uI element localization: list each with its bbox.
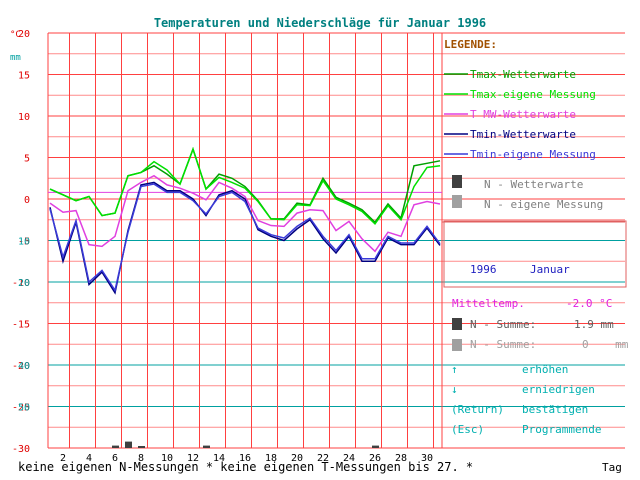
legend-label: Tmin-Wetterwarte [470,128,576,141]
precip-bar [203,445,210,448]
legend-bar-swatch [452,195,462,208]
precip-bar [372,445,379,448]
precip-tick-label: 20 [18,278,30,289]
temp-tick-label: 0 [24,195,30,206]
temp-tick-label: -10 [12,278,30,289]
mitteltemp-label: Mitteltemp. [452,297,525,310]
n-summe-wetterwarte-value: 1.9 mm [574,318,614,331]
x-tick-label: 10 [161,453,173,464]
precip-tick-label: 10 [18,237,30,248]
arrow-down-icon: ↓ [451,383,458,396]
legend-label: Tmin-eigene Messung [470,148,596,161]
n-eigene-swatch [452,339,462,351]
x-tick-label: 30 [421,453,433,464]
x-tick-label: 26 [369,453,381,464]
x-tick-label: 4 [86,453,92,464]
legend: Tmax-Wetterwarte Tmax-eigene Messung T MW-… [444,68,603,211]
x-axis-label: Tag [602,461,622,474]
legend-label: T MW-Wetterwarte [470,108,576,121]
temp-tick-label: -30 [12,444,30,455]
precip-bar [125,441,132,448]
precip-unit-label: mm [10,53,21,63]
x-tick-label: 8 [138,453,144,464]
x-tick-label: 18 [265,453,277,464]
control-key: (Return) [451,403,504,416]
period-month: Januar [530,263,570,276]
temp-tick-label: 15 [18,71,30,82]
n-wetterwarte-swatch [452,318,462,330]
x-tick-label: 2 [60,453,66,464]
precip-bar [138,446,145,448]
series-line [49,146,441,226]
period-year: 1996 [470,263,497,276]
temp-unit-label: °C [10,30,21,40]
period-box [443,220,627,288]
x-tick-label: 6 [112,453,118,464]
arrow-up-icon: ↑ [451,363,458,376]
control-key: (Esc) [451,423,484,436]
legend-label: N - Wetterwarte [484,178,583,191]
mitteltemp-value: -2.0 °C [566,297,612,310]
precip-tick-label: 40 [18,361,30,372]
series-line [49,181,441,295]
x-tick-label: 22 [317,453,329,464]
x-tick-label: 14 [213,453,225,464]
control-label: erniedrigen [522,383,595,396]
x-tick-label: 24 [343,453,355,464]
legend-label: Tmax-eigene Messung [470,88,596,101]
control-label: bestätigen [522,403,588,416]
side-panel: LEGENDE: Tmax-Wetterwarte Tmax-eigene Mes… [442,38,629,436]
control-label: erhöhen [522,363,568,376]
legend-title: LEGENDE: [444,38,497,51]
temperature-lines [49,146,441,295]
x-tick-label: 16 [239,453,251,464]
temp-tick-label: 5 [24,154,30,165]
temp-tick-label: 20 [18,29,30,40]
temp-tick-label: -25 [12,403,30,414]
legend-label: N - eigene Messung [484,198,603,211]
precip-bars [112,441,379,448]
temp-tick-label: -20 [12,361,30,372]
x-tick-label: 28 [395,453,407,464]
series-line [49,174,441,253]
legend-bar-swatch [452,175,462,188]
temp-tick-label: 10 [18,112,30,123]
n-summe-eigene-value: 0 mm [582,338,629,351]
control-label: Programmende [522,423,601,436]
controls-list: ↑ erhöhen ↓ erniedrigen (Return) bestätigen (E… [451,363,601,436]
x-tick-label: 12 [187,453,199,464]
x-tick-label: 20 [291,453,303,464]
footer-note: keine eigenen N-Messungen * keine eigene… [18,460,473,474]
precip-tick-label: 50 [18,403,30,414]
legend-label: Tmax-Wetterwarte [470,68,576,81]
n-summe-label: N - Summe: [470,318,536,331]
chart-title: Temperaturen und Niederschläge für Janua… [154,16,486,30]
n-summe-label-2: N - Summe: [470,338,536,351]
temp-tick-label: -15 [12,320,30,331]
series-line [49,183,441,293]
temp-tick-label: -5 [18,237,30,248]
precip-bar [112,445,119,448]
